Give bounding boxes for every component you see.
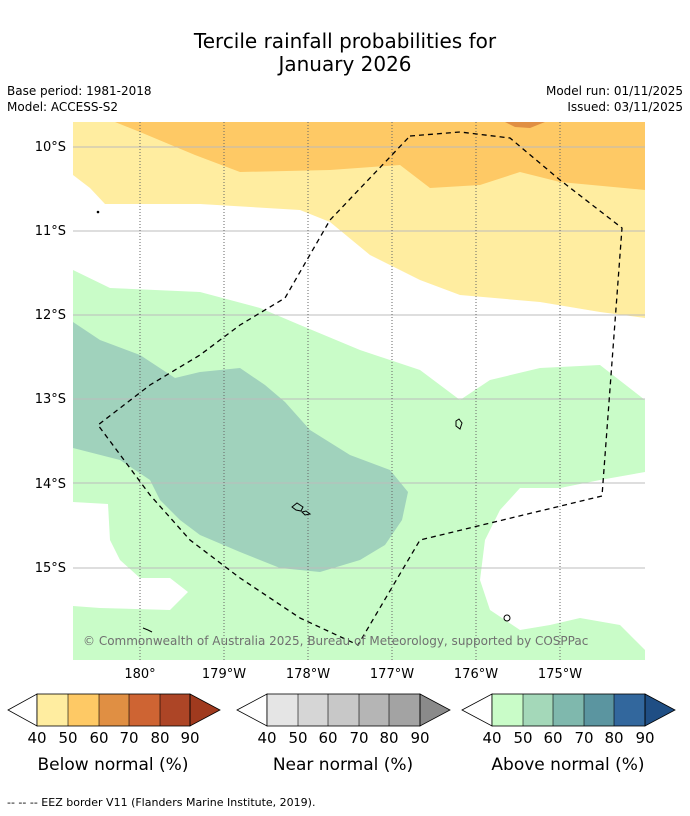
above-swatch-3 — [553, 694, 584, 726]
above-tick-70: 70 — [574, 729, 593, 747]
legend-below: 40 50 60 70 80 90 Below normal (%) — [7, 693, 221, 775]
island-3 — [301, 510, 312, 516]
above-swatch-4 — [584, 694, 614, 726]
near-swatch-3 — [328, 694, 359, 726]
above-over-arrow — [644, 693, 676, 727]
issued-date: Issued: 03/11/2025 — [567, 100, 683, 114]
below-over-arrow — [189, 693, 221, 727]
below-swatch-1 — [37, 694, 68, 726]
above-tick-40: 40 — [482, 729, 501, 747]
near-swatch-1 — [267, 694, 298, 726]
copyright-text: © Commonwealth of Australia 2025, Bureau… — [83, 634, 588, 648]
above-label: Above normal (%) — [491, 755, 644, 775]
below-tick-70: 70 — [119, 729, 138, 747]
near-tick-40: 40 — [257, 729, 276, 747]
above-swatch-1 — [492, 694, 523, 726]
lat-labels: 10°S 11°S 12°S 13°S 14°S 15°S — [35, 140, 66, 576]
above-swatch-2 — [523, 694, 553, 726]
below-label: Below normal (%) — [38, 755, 189, 775]
near-tick-80: 80 — [379, 729, 398, 747]
title-line-2: January 2026 — [278, 52, 412, 76]
lat-label-15s: 15°S — [35, 561, 66, 576]
island-4 — [503, 614, 511, 622]
model-name: Model: ACCESS-S2 — [7, 100, 119, 114]
above-50-region — [73, 322, 408, 572]
lat-label-10s: 10°S — [35, 140, 66, 155]
eez-border — [97, 131, 623, 646]
above-under-arrow — [461, 693, 493, 727]
lat-label-14s: 14°S — [35, 477, 66, 492]
legend-above: 40 50 60 70 80 90 Above normal (%) — [461, 693, 676, 775]
island-6 — [96, 210, 100, 214]
above-tick-50: 50 — [513, 729, 532, 747]
meta-left: Base period: 1981-2018 Model: ACCESS-S2 — [7, 83, 152, 115]
lat-label-13s: 13°S — [35, 392, 66, 407]
below-swatch-3 — [99, 694, 129, 726]
near-tick-70: 70 — [349, 729, 368, 747]
legend-area: 40 50 60 70 80 90 Below normal (%) 40 50… — [7, 693, 676, 775]
above-swatch-5 — [614, 694, 645, 726]
eez-footnote: -- -- -- EEZ border V11 (Flanders Marine… — [7, 796, 316, 809]
below-tick-90: 90 — [180, 729, 199, 747]
near-swatch-2 — [298, 694, 328, 726]
lon-label-177w: 177°W — [370, 667, 414, 682]
below-tick-50: 50 — [58, 729, 77, 747]
lon-label-176w: 176°W — [454, 667, 498, 682]
below-50-region — [115, 122, 645, 190]
below-tick-80: 80 — [150, 729, 169, 747]
near-label: Near normal (%) — [273, 755, 413, 775]
island-1 — [455, 418, 463, 430]
islands — [96, 210, 511, 633]
map-plot-area — [73, 122, 645, 660]
gridlines — [73, 146, 645, 569]
below-swatch-4 — [129, 694, 160, 726]
lat-label-12s: 12°S — [35, 308, 66, 323]
near-under-arrow — [236, 693, 268, 727]
lon-labels: 180° 179°W 178°W 177°W 176°W 175°W — [124, 667, 582, 682]
island-5 — [142, 627, 153, 633]
base-period: Base period: 1981-2018 — [7, 84, 152, 98]
map-figure: © Commonwealth of Australia 2025, Bureau… — [35, 122, 645, 682]
near-over-arrow — [419, 693, 451, 727]
chart-title: Tercile rainfall probabilities for Janua… — [0, 30, 690, 76]
island-2 — [291, 502, 304, 512]
lon-label-175w: 175°W — [538, 667, 582, 682]
lon-label-179w: 179°W — [202, 667, 246, 682]
below-swatch-5 — [160, 694, 190, 726]
below-under-arrow — [7, 693, 38, 727]
neutral-patch — [103, 587, 123, 595]
near-tick-60: 60 — [318, 729, 337, 747]
below-60-region — [505, 122, 545, 128]
above-tick-90: 90 — [635, 729, 654, 747]
lon-label-178w: 178°W — [286, 667, 330, 682]
below-tick-60: 60 — [89, 729, 108, 747]
below-tick-40: 40 — [27, 729, 46, 747]
near-tick-50: 50 — [288, 729, 307, 747]
below-swatch-2 — [68, 694, 99, 726]
above-tick-60: 60 — [543, 729, 562, 747]
meta-right: Model run: 01/11/2025 Issued: 03/11/2025 — [546, 83, 683, 115]
near-swatch-4 — [359, 694, 389, 726]
above-tick-80: 80 — [604, 729, 623, 747]
lat-label-11s: 11°S — [35, 224, 66, 239]
near-tick-90: 90 — [410, 729, 429, 747]
title-line-1: Tercile rainfall probabilities for — [193, 29, 497, 53]
model-run: Model run: 01/11/2025 — [545, 84, 683, 98]
lon-label-180: 180° — [124, 667, 155, 682]
near-swatch-5 — [389, 694, 420, 726]
legend-near: 40 50 60 70 80 90 Near normal (%) — [236, 693, 451, 775]
